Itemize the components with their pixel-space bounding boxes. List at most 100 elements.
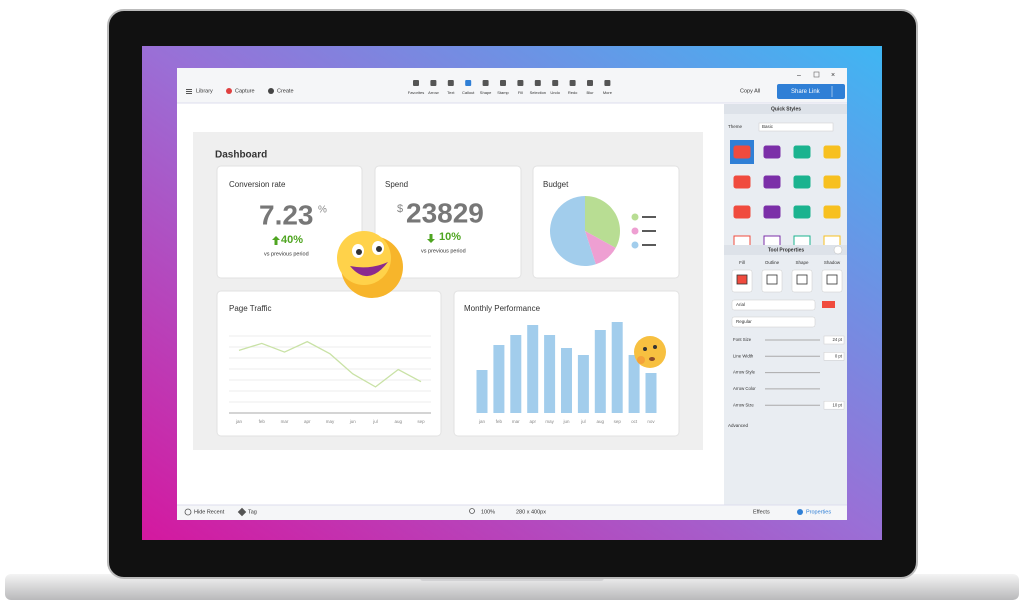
hide-recent-button[interactable]: Hide Recent (194, 509, 225, 515)
weight-dropdown[interactable] (731, 316, 816, 328)
bar (544, 335, 556, 413)
tool-button[interactable]: Selection (530, 90, 546, 95)
value-box[interactable] (823, 335, 845, 345)
maximize[interactable] (813, 71, 820, 78)
style-swatch[interactable] (763, 205, 781, 219)
style-swatch[interactable] (733, 145, 751, 159)
style-swatch[interactable] (793, 175, 811, 189)
emoji-sticker (337, 231, 403, 298)
capture-button[interactable]: Capture (235, 88, 255, 94)
tool-button[interactable]: Favorites (408, 90, 424, 95)
style-swatch[interactable] (733, 205, 751, 219)
x-tick-label: jan (235, 419, 243, 424)
library-icon (186, 93, 192, 94)
properties-button[interactable]: Properties (806, 509, 831, 515)
pie-slice (550, 196, 596, 267)
create-icon (268, 88, 274, 94)
tool-button[interactable]: Redo (568, 90, 578, 95)
pie-slice (585, 196, 620, 248)
tool-button[interactable]: More (603, 90, 613, 95)
tab-icon (766, 274, 778, 285)
font-dropdown[interactable] (731, 299, 816, 311)
down-arrow (427, 234, 435, 243)
laptop-base (5, 574, 1019, 600)
panel-header: Quick Styles (771, 106, 801, 112)
copy-all-button[interactable]: Copy All (740, 88, 760, 94)
bar (628, 355, 640, 413)
tag-button[interactable]: Tag (248, 509, 257, 515)
tab-label: Outline (765, 260, 780, 265)
card-title: Page Traffic (229, 304, 272, 313)
close[interactable]: × (831, 72, 835, 79)
property-label: Arrow Style (733, 370, 756, 375)
bar (611, 322, 623, 413)
tool-button[interactable]: Stamp (497, 90, 509, 95)
x-tick-label: aug (394, 419, 402, 424)
x-tick-label: jul (580, 419, 586, 424)
tab-button[interactable] (821, 269, 843, 293)
tool-button[interactable]: Undo (550, 90, 560, 95)
effects-button[interactable]: Effects (753, 509, 770, 515)
style-swatch[interactable] (823, 205, 841, 219)
x-tick-label: apr (304, 419, 311, 424)
size-dropdown[interactable]: 280 x 400px (516, 509, 546, 515)
dashboard-title: Dashboard (215, 150, 267, 161)
x-tick-label: jun (562, 419, 570, 424)
x-tick-label: jun (349, 419, 357, 424)
tool-button[interactable]: Arrow (428, 90, 439, 95)
x-tick-label: feb (496, 419, 503, 424)
tool-button[interactable]: Blur (586, 90, 594, 95)
style-swatch[interactable] (763, 175, 781, 189)
zoom-dropdown[interactable]: 100% (481, 509, 495, 515)
card-title: Spend (385, 180, 408, 189)
tool-icon (569, 80, 576, 86)
tool-button[interactable]: Callout (462, 90, 475, 95)
share-link-label: Share Link (791, 89, 821, 95)
tab-button[interactable] (761, 269, 783, 293)
kpi-value: 7.23 (259, 199, 314, 230)
font-value: Arial (736, 302, 745, 307)
pie-slice (585, 231, 616, 265)
theme-dropdown[interactable] (758, 122, 834, 132)
library-button[interactable]: Library (196, 88, 213, 94)
style-swatch[interactable] (823, 145, 841, 159)
x-tick-label: may (545, 419, 554, 424)
style-swatch[interactable] (733, 175, 751, 189)
share-link-button[interactable] (777, 84, 845, 99)
tab-label: Shadow (824, 260, 841, 265)
style-swatch[interactable] (823, 175, 841, 189)
theme-label: Theme (728, 124, 743, 129)
style-swatch[interactable] (763, 145, 781, 159)
bar (493, 345, 505, 413)
x-tick-label: jan (478, 419, 486, 424)
style-swatch[interactable] (793, 145, 811, 159)
create-button[interactable]: Create (277, 88, 294, 94)
advanced-toggle[interactable]: Advanced (728, 423, 749, 428)
property-value: 0 pt (835, 353, 843, 358)
bar (561, 348, 572, 413)
tool-icon (587, 80, 593, 86)
tool-button[interactable]: Text (447, 90, 455, 95)
tool-button[interactable]: Fill (518, 90, 523, 95)
property-label: Arrow Size (733, 402, 754, 407)
property-value: 24 pt (832, 337, 842, 342)
tool-icon (534, 80, 541, 86)
color-swatch[interactable] (822, 301, 835, 308)
tool-button[interactable]: Shape (480, 90, 492, 95)
x-tick-label: feb (259, 419, 266, 424)
tab-button[interactable] (791, 269, 813, 293)
bar (645, 373, 657, 413)
tab-label: Fill (739, 260, 745, 265)
card-title: Budget (543, 180, 569, 189)
minimize[interactable]: – (797, 72, 801, 79)
kpi-note: vs previous period (421, 248, 466, 254)
value-box[interactable] (823, 352, 845, 361)
panel-header: Tool Properties (768, 247, 805, 253)
x-tick-label: nov (647, 419, 655, 424)
style-swatch[interactable] (793, 205, 811, 219)
x-tick-label: mar (281, 419, 289, 424)
bar (594, 330, 606, 413)
tool-icon (517, 80, 524, 86)
value-box[interactable] (823, 400, 845, 410)
